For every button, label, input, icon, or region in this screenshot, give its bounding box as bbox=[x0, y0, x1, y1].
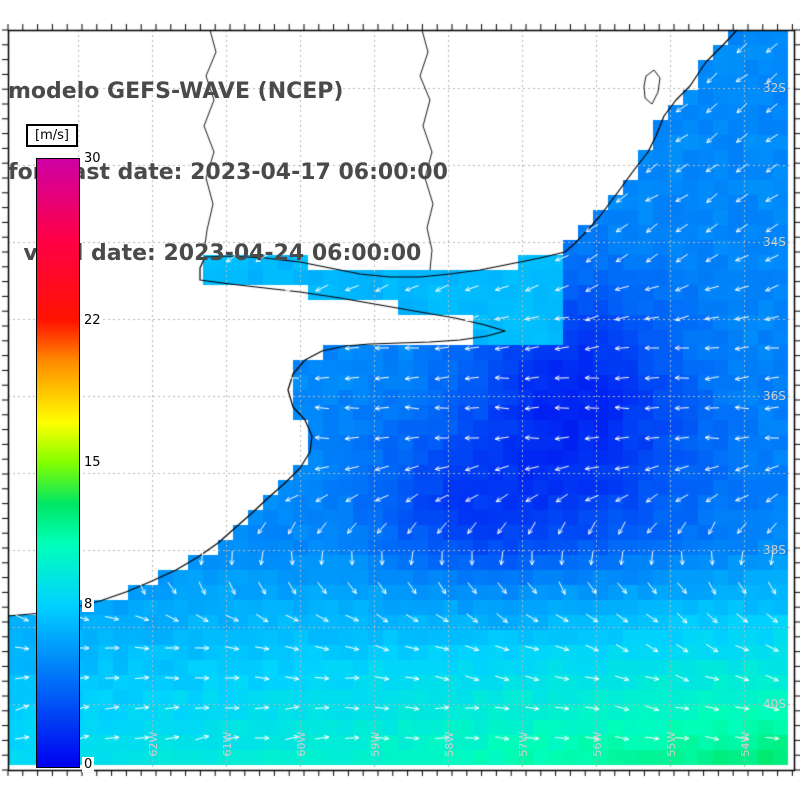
forecast-date: forecast date: 2023-04-17 06:00:00 bbox=[8, 160, 448, 185]
lat-label-40s: 40S bbox=[763, 697, 786, 711]
lon-label-59w: 59W bbox=[368, 731, 382, 757]
lat-label-36s: 36S bbox=[763, 389, 786, 403]
lon-label-54w: 54W bbox=[738, 731, 752, 757]
lon-label-57w: 57W bbox=[516, 731, 530, 757]
map-header: modelo GEFS-WAVE (NCEP) forecast date: 2… bbox=[8, 24, 448, 321]
lat-label-38s: 38S bbox=[763, 543, 786, 557]
lon-label-56w: 56W bbox=[590, 731, 604, 757]
lon-label-61w: 61W bbox=[220, 731, 234, 757]
valid-date: valid date: 2023-04-24 06:00:00 bbox=[8, 241, 422, 266]
lon-label-60w: 60W bbox=[294, 731, 308, 757]
lon-label-58w: 58W bbox=[442, 731, 456, 757]
lon-label-62w: 62W bbox=[146, 731, 160, 757]
model-title: modelo GEFS-WAVE (NCEP) bbox=[8, 79, 344, 104]
lat-label-32s: 32S bbox=[763, 81, 786, 95]
lon-label-55w: 55W bbox=[664, 731, 678, 757]
lat-label-34s: 34S bbox=[763, 235, 786, 249]
